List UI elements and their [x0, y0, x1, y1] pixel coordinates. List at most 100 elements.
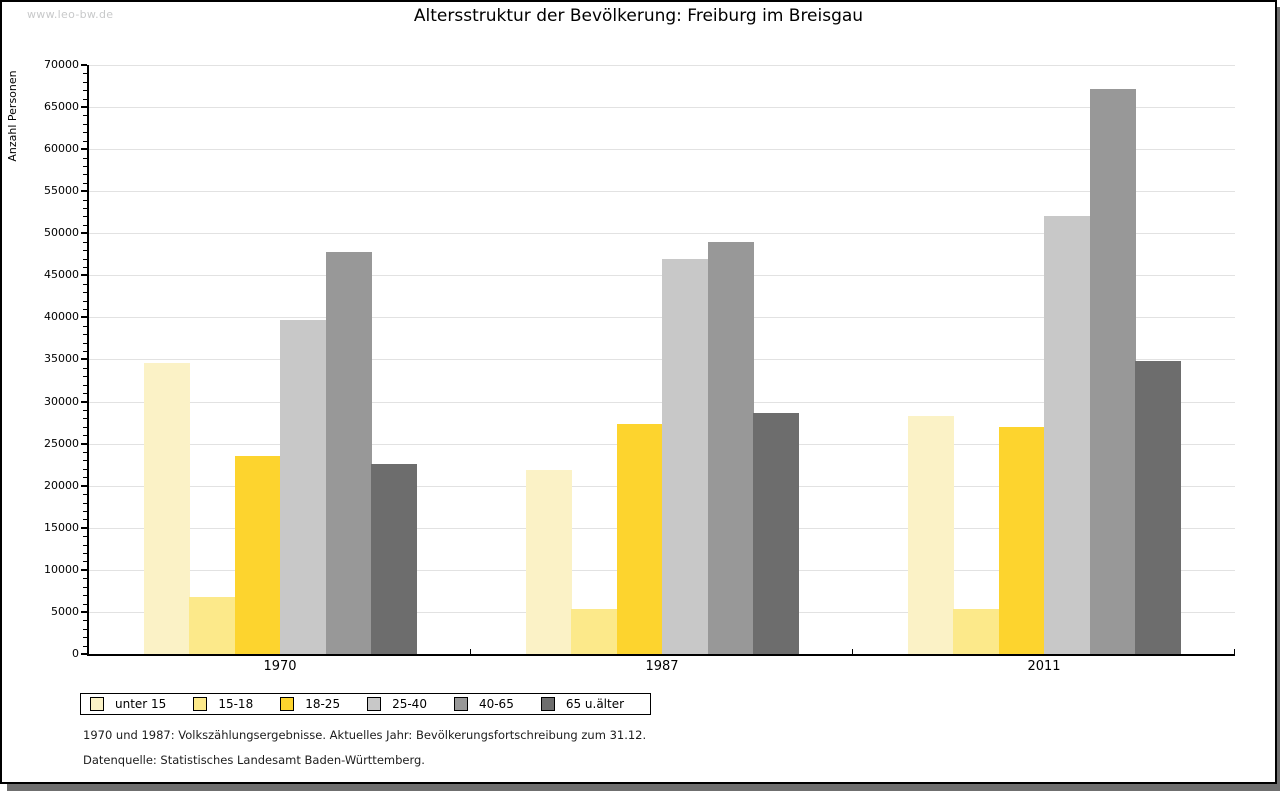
y-minor-tick — [83, 99, 87, 100]
y-minor-tick — [83, 410, 87, 411]
y-major-tick — [81, 401, 87, 403]
y-major-tick — [81, 443, 87, 445]
legend-label: unter 15 — [115, 697, 167, 711]
y-major-tick — [81, 64, 87, 66]
gridline — [89, 149, 1235, 150]
y-major-tick — [81, 358, 87, 360]
bar-2011-unter-15 — [908, 416, 954, 654]
y-minor-tick — [83, 82, 87, 83]
y-tick-label: 25000 — [44, 437, 79, 450]
y-minor-tick — [83, 385, 87, 386]
y-minor-tick — [83, 158, 87, 159]
gridline — [89, 65, 1235, 66]
y-minor-tick — [83, 267, 87, 268]
y-major-tick — [81, 611, 87, 613]
footnote-source-method: 1970 und 1987: Volkszählungsergebnisse. … — [83, 728, 647, 742]
y-minor-tick — [83, 208, 87, 209]
y-minor-tick — [83, 73, 87, 74]
y-minor-tick — [83, 309, 87, 310]
y-tick-label: 15000 — [44, 521, 79, 534]
x-axis-tick — [470, 649, 471, 654]
bar-1970-40-65 — [326, 252, 372, 654]
legend-item: 40-65 — [453, 697, 514, 711]
y-tick-label: 60000 — [44, 142, 79, 155]
gridline — [89, 107, 1235, 108]
y-axis-tick-labels: 0 5000 10000 15000 20000 25000 30000 35000 40000… — [2, 59, 79, 660]
bar-2011-65-u.älter — [1135, 361, 1181, 654]
y-major-tick — [81, 527, 87, 529]
y-tick-label: 20000 — [44, 479, 79, 492]
y-tick-label: 55000 — [44, 184, 79, 197]
y-minor-tick — [83, 368, 87, 369]
y-minor-tick — [83, 376, 87, 377]
legend-label: 15-18 — [218, 697, 254, 711]
y-minor-tick — [83, 629, 87, 630]
plot-area: 1970 1987 2011 — [81, 64, 1235, 674]
y-minor-tick — [83, 343, 87, 344]
y-tick-label: 40000 — [44, 310, 79, 323]
y-minor-tick — [83, 292, 87, 293]
y-tick-label: 70000 — [44, 58, 79, 71]
bar-1987-25-40 — [662, 259, 708, 654]
y-minor-tick — [83, 494, 87, 495]
y-major-tick — [81, 148, 87, 150]
legend-label: 65 u.älter — [565, 697, 625, 711]
y-minor-tick — [83, 242, 87, 243]
bar-2011-25-40 — [1044, 216, 1090, 654]
legend-swatch — [280, 697, 295, 711]
y-minor-tick — [83, 90, 87, 91]
y-minor-tick — [83, 536, 87, 537]
y-minor-tick — [83, 132, 87, 133]
y-minor-tick — [83, 620, 87, 621]
y-minor-tick — [83, 435, 87, 436]
legend-item: 15-18 — [193, 697, 253, 711]
y-minor-tick — [83, 587, 87, 588]
gridline — [89, 191, 1235, 192]
y-minor-tick — [83, 452, 87, 453]
footnote-data-source: Datenquelle: Statistisches Landesamt Bad… — [83, 753, 425, 767]
y-tick-label: 30000 — [44, 395, 79, 408]
bar-1970-15-18 — [189, 597, 235, 654]
y-tick-label: 0 — [72, 647, 79, 660]
bar-1987-65-u.älter — [753, 413, 799, 654]
y-minor-tick — [83, 646, 87, 647]
y-minor-tick — [83, 259, 87, 260]
y-major-tick — [81, 190, 87, 192]
y-minor-tick — [83, 427, 87, 428]
bar-2011-18-25 — [999, 427, 1045, 654]
bar-1987-40-65 — [708, 242, 754, 654]
bar-1970-unter-15 — [144, 363, 190, 654]
bar-1970-18-25 — [235, 456, 281, 654]
legend-swatch — [453, 697, 468, 711]
bar-1970-65-u.älter — [371, 464, 417, 654]
gridline — [89, 233, 1235, 234]
x-tick-label: 1970 — [263, 659, 297, 674]
y-minor-tick — [83, 183, 87, 184]
legend-swatch — [193, 697, 208, 711]
bar-1987-unter-15 — [526, 470, 572, 654]
y-minor-tick — [83, 578, 87, 579]
chart-title: Altersstruktur der Bevölkerung: Freiburg… — [413, 6, 864, 26]
y-minor-tick — [83, 216, 87, 217]
y-minor-tick — [83, 553, 87, 554]
y-minor-tick — [83, 637, 87, 638]
y-major-tick — [81, 274, 87, 276]
y-minor-tick — [83, 393, 87, 394]
legend: unter 15 15-18 18-25 25-40 40-65 65 u.älter — [80, 693, 651, 715]
bar-1987-18-25 — [617, 424, 663, 654]
bar-1987-15-18 — [571, 609, 617, 654]
legend-swatch — [90, 697, 104, 711]
y-minor-tick — [83, 334, 87, 335]
y-minor-tick — [83, 115, 87, 116]
y-tick-label: 50000 — [44, 226, 79, 239]
legend-label: 40-65 — [478, 697, 514, 711]
y-tick-label: 45000 — [44, 268, 79, 281]
y-minor-tick — [83, 460, 87, 461]
y-minor-tick — [83, 124, 87, 125]
y-minor-tick — [83, 225, 87, 226]
y-major-tick — [81, 569, 87, 571]
y-minor-tick — [83, 503, 87, 504]
y-minor-tick — [83, 545, 87, 546]
y-major-tick — [81, 653, 87, 655]
